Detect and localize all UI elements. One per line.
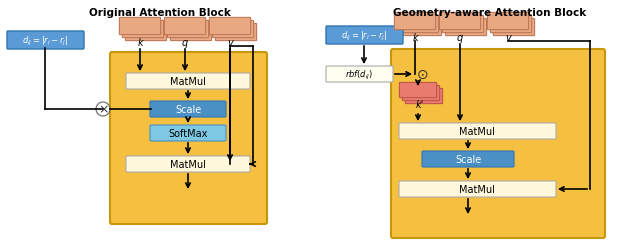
Text: $\times$: $\times$ [98, 103, 108, 116]
Text: MatMul: MatMul [459, 127, 495, 137]
Text: Original Attention Block: Original Attention Block [89, 8, 231, 18]
FancyBboxPatch shape [488, 13, 529, 30]
Text: v: v [505, 33, 511, 43]
FancyBboxPatch shape [110, 53, 267, 224]
FancyBboxPatch shape [150, 125, 226, 141]
FancyBboxPatch shape [212, 21, 253, 39]
Text: Scale: Scale [455, 154, 481, 164]
FancyBboxPatch shape [326, 67, 393, 83]
Text: $rbf(d_{ij})$: $rbf(d_{ij})$ [345, 68, 373, 81]
Text: k: k [412, 33, 418, 43]
Text: SoftMax: SoftMax [168, 129, 208, 138]
FancyBboxPatch shape [122, 21, 164, 39]
FancyBboxPatch shape [442, 16, 484, 34]
FancyBboxPatch shape [394, 13, 436, 30]
FancyBboxPatch shape [150, 102, 226, 117]
FancyBboxPatch shape [120, 18, 161, 36]
FancyBboxPatch shape [422, 151, 514, 167]
Text: Geometry-aware Attention Block: Geometry-aware Attention Block [394, 8, 587, 18]
FancyBboxPatch shape [391, 50, 605, 238]
FancyBboxPatch shape [164, 18, 205, 36]
FancyBboxPatch shape [216, 24, 257, 41]
FancyBboxPatch shape [490, 16, 532, 34]
Text: MatMul: MatMul [459, 184, 495, 194]
FancyBboxPatch shape [405, 89, 443, 104]
Text: Scale: Scale [175, 105, 201, 115]
Text: q: q [457, 33, 463, 43]
FancyBboxPatch shape [493, 19, 534, 37]
Text: q: q [182, 38, 188, 48]
FancyBboxPatch shape [399, 83, 436, 98]
FancyBboxPatch shape [125, 24, 166, 41]
FancyBboxPatch shape [126, 74, 250, 90]
Text: $d_{ij} = |r_i - r_j|$: $d_{ij} = |r_i - r_j|$ [22, 34, 68, 47]
Text: v: v [227, 38, 233, 48]
Text: $d_{ij} = |r_i - r_j|$: $d_{ij} = |r_i - r_j|$ [340, 29, 387, 42]
FancyBboxPatch shape [401, 19, 442, 37]
FancyBboxPatch shape [126, 156, 250, 172]
FancyBboxPatch shape [445, 19, 486, 37]
Text: $\odot$: $\odot$ [416, 68, 428, 82]
Text: k': k' [416, 100, 424, 110]
FancyBboxPatch shape [399, 123, 556, 139]
Text: MatMul: MatMul [170, 77, 206, 87]
FancyBboxPatch shape [170, 24, 212, 41]
FancyBboxPatch shape [326, 27, 403, 45]
FancyBboxPatch shape [397, 16, 438, 34]
FancyBboxPatch shape [209, 18, 251, 36]
FancyBboxPatch shape [168, 21, 209, 39]
FancyBboxPatch shape [7, 32, 84, 50]
FancyBboxPatch shape [399, 181, 556, 197]
Text: MatMul: MatMul [170, 159, 206, 169]
Text: k: k [137, 38, 143, 48]
FancyBboxPatch shape [403, 86, 440, 101]
FancyBboxPatch shape [440, 13, 481, 30]
